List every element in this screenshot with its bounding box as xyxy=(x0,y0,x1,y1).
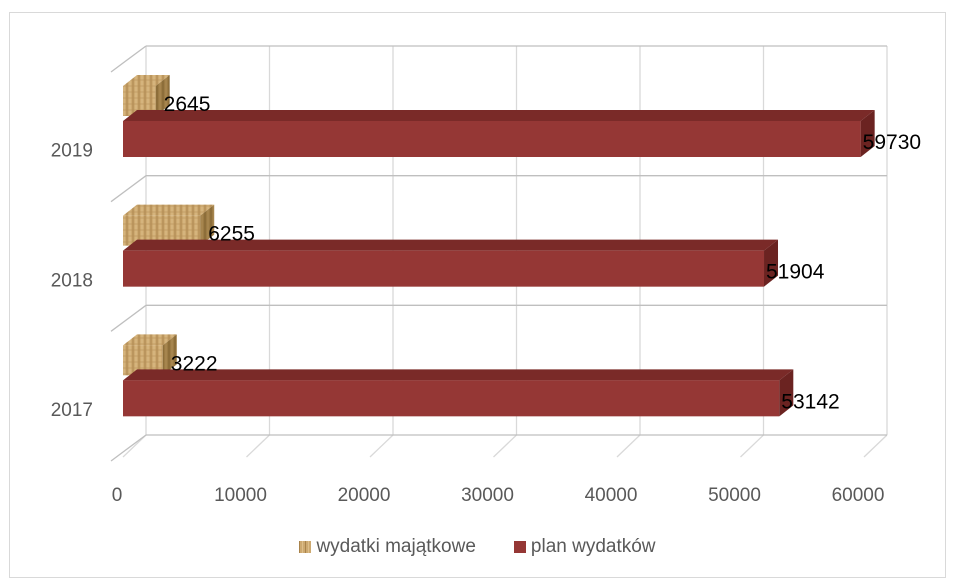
chart-border xyxy=(9,12,946,578)
legend: wydatki majątkowe plan wydatków xyxy=(0,536,955,558)
x-tick-label: 30000 xyxy=(461,485,514,506)
x-tick-label: 40000 xyxy=(585,485,638,506)
data-label: 53142 xyxy=(781,390,839,413)
bar-side-face xyxy=(860,110,875,157)
x-tick-label: 60000 xyxy=(832,485,885,506)
x-tick-label: 20000 xyxy=(338,485,391,506)
floor-gridline xyxy=(246,434,270,458)
side-wall-line xyxy=(110,175,147,203)
data-label: 3222 xyxy=(171,352,218,375)
bar-top-face xyxy=(123,75,170,86)
floor-gridline xyxy=(863,434,888,458)
bar-top-face xyxy=(123,334,177,346)
floor-gridline xyxy=(493,434,517,458)
x-tick-label: 0 xyxy=(112,485,123,506)
legend-swatch-red xyxy=(513,541,526,553)
bar-plan-wydatkow xyxy=(123,380,780,417)
bar-side-face xyxy=(162,334,177,376)
y-tick-label: 2018 xyxy=(51,270,93,291)
floor-gridline xyxy=(369,434,394,458)
bar-side-face xyxy=(779,369,794,417)
floor-gridline xyxy=(122,434,147,458)
bar-side-face xyxy=(764,239,779,287)
y-tick-label: 2019 xyxy=(51,141,93,162)
bar-plan-wydatkow xyxy=(123,250,765,287)
data-label: 51904 xyxy=(766,261,825,284)
data-label: 6255 xyxy=(208,223,255,246)
y-tick-label: 2017 xyxy=(51,400,93,421)
legend-item-wydatki-majatkowe: wydatki majątkowe xyxy=(299,536,476,558)
x-tick-label: 50000 xyxy=(708,485,761,506)
floor-gridline xyxy=(616,434,641,458)
legend-label: plan wydatków xyxy=(530,536,656,557)
bar-top-face xyxy=(123,110,875,121)
bar-side-face xyxy=(155,75,170,116)
data-label: 59730 xyxy=(863,131,921,154)
bar-side-face xyxy=(200,204,215,246)
side-wall-line xyxy=(110,304,147,332)
bar-plan-wydatkow xyxy=(123,121,861,157)
legend-label: wydatki majątkowe xyxy=(316,536,476,557)
bar-top-face xyxy=(123,369,794,381)
data-label: 2645 xyxy=(164,93,211,116)
bar-top-face xyxy=(123,239,779,251)
legend-item-plan-wydatkow: plan wydatków xyxy=(513,536,656,558)
side-wall-line xyxy=(110,434,147,462)
legend-swatch-wood xyxy=(299,541,312,553)
side-wall-line xyxy=(110,45,147,73)
x-tick-label: 10000 xyxy=(214,485,267,506)
bar-top-face xyxy=(123,204,215,216)
floor-gridline xyxy=(740,434,764,458)
